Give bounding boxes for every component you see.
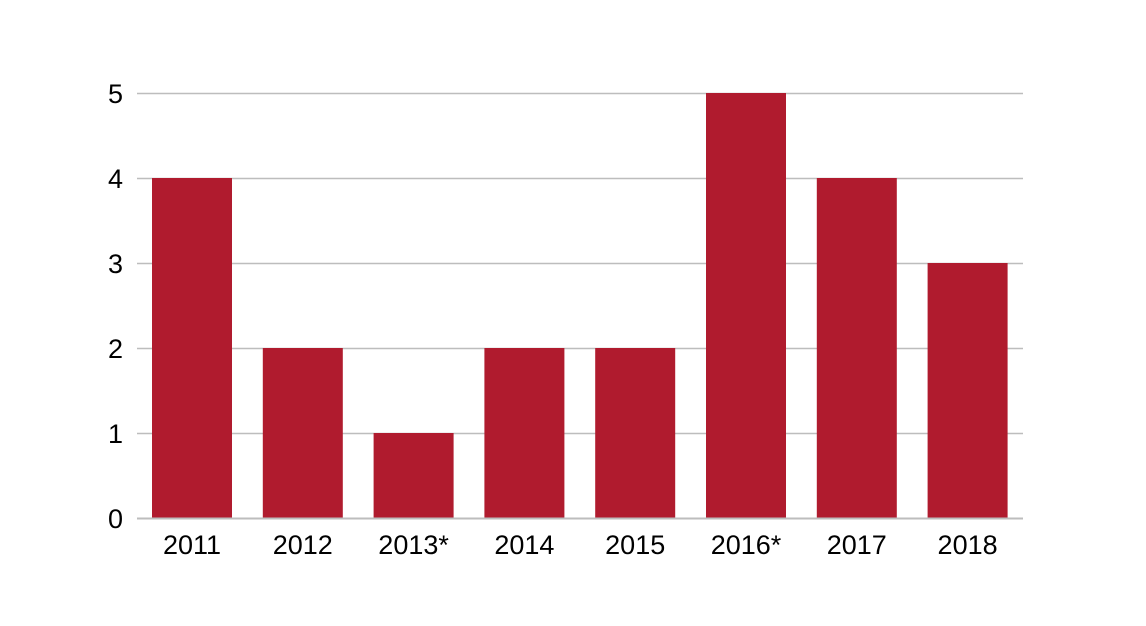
x-tick-label: 2016* (711, 530, 782, 560)
bar-2017 (816, 178, 897, 518)
bar-2011 (152, 178, 232, 518)
x-tick-label: 2017 (827, 530, 887, 560)
y-tick-labels: 0 1 2 3 4 5 (108, 79, 123, 534)
x-tick-label: 2015 (605, 530, 665, 560)
x-tick-label: 2013* (378, 530, 449, 560)
bar-2016 (706, 93, 786, 518)
bars (152, 93, 1008, 518)
y-tick-label: 1 (108, 419, 123, 449)
y-tick-label: 2 (108, 334, 123, 364)
y-tick-label: 5 (108, 79, 123, 109)
bar-2018 (927, 263, 1008, 518)
bar-2015 (595, 348, 676, 518)
y-tick-label: 0 (108, 504, 123, 534)
bar-2012 (262, 348, 343, 518)
x-tick-labels: 2011 2012 2013* 2014 2015 2016* 2017 2018 (163, 530, 998, 560)
x-tick-label: 2012 (273, 530, 333, 560)
bar-2014 (484, 348, 565, 518)
y-tick-label: 3 (108, 249, 123, 279)
y-tick-label: 4 (108, 164, 123, 194)
x-tick-label: 2011 (163, 530, 221, 560)
bar-2013 (373, 433, 454, 518)
x-tick-label: 2018 (938, 530, 998, 560)
x-tick-label: 2014 (494, 530, 554, 560)
